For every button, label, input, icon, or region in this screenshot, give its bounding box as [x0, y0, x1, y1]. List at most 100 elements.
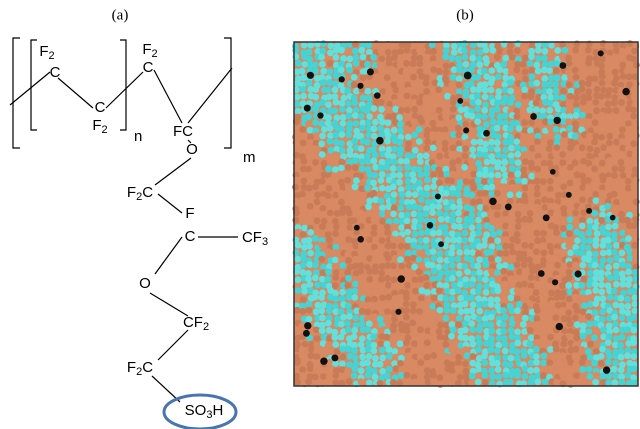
- particle: [318, 141, 325, 148]
- particle: [508, 327, 515, 334]
- particle: [502, 55, 509, 62]
- particle: [599, 190, 606, 197]
- particle: [481, 353, 488, 360]
- particle: [468, 157, 475, 164]
- ion: [304, 322, 311, 329]
- particle: [593, 126, 600, 133]
- particle: [619, 118, 626, 125]
- particle: [357, 268, 364, 275]
- particle: [546, 283, 553, 290]
- particle: [403, 60, 410, 67]
- particle: [592, 191, 599, 198]
- particle: [346, 48, 353, 55]
- particle: [442, 335, 449, 342]
- particle: [542, 99, 549, 106]
- particle: [600, 326, 607, 333]
- particle: [403, 294, 410, 301]
- particle: [495, 204, 502, 211]
- particle: [391, 342, 398, 349]
- particle: [418, 106, 425, 113]
- particle: [533, 80, 540, 87]
- particle: [500, 99, 507, 106]
- particle: [338, 321, 345, 328]
- particle: [624, 326, 631, 333]
- particle: [436, 210, 443, 217]
- particle: [397, 62, 404, 69]
- particle: [469, 326, 476, 333]
- particle: [593, 348, 600, 355]
- particle: [476, 256, 483, 263]
- particle: [351, 372, 358, 379]
- particle: [476, 151, 483, 158]
- particle: [579, 60, 586, 67]
- particle: [423, 80, 430, 87]
- particle: [300, 146, 307, 153]
- particle: [455, 191, 462, 198]
- particle: [514, 145, 521, 152]
- particle: [332, 151, 339, 158]
- particle: [456, 75, 463, 82]
- particle: [406, 276, 413, 283]
- particle: [585, 60, 592, 67]
- particle: [469, 281, 476, 288]
- particle: [423, 152, 430, 159]
- particle: [548, 42, 555, 49]
- particle: [482, 171, 489, 178]
- particle: [378, 99, 385, 106]
- particle: [359, 165, 366, 172]
- particle: [573, 74, 580, 81]
- particle: [535, 55, 542, 62]
- particle: [370, 54, 377, 61]
- particle: [429, 120, 436, 127]
- particle: [370, 105, 377, 112]
- particle: [520, 133, 527, 140]
- particle: [358, 243, 365, 250]
- particle: [474, 93, 481, 100]
- particle: [580, 308, 587, 315]
- panel-label: (b): [456, 7, 474, 23]
- particle: [599, 308, 606, 315]
- particle: [423, 170, 430, 177]
- particle: [507, 361, 514, 368]
- particle: [495, 342, 502, 349]
- particle: [462, 301, 469, 308]
- particle: [312, 119, 319, 126]
- particle: [399, 191, 406, 198]
- particle: [379, 171, 386, 178]
- particle: [391, 74, 398, 81]
- particle: [494, 296, 501, 303]
- particle: [514, 329, 521, 336]
- particle: [306, 301, 313, 308]
- particle: [533, 289, 540, 296]
- particle: [339, 295, 346, 302]
- particle: [398, 158, 405, 165]
- particle: [592, 379, 599, 386]
- particle: [455, 256, 462, 263]
- particle: [619, 250, 626, 257]
- particle: [612, 60, 619, 67]
- particle: [594, 86, 601, 93]
- particle: [449, 373, 456, 380]
- particle: [534, 230, 541, 237]
- particle: [392, 146, 399, 153]
- particle: [469, 224, 476, 231]
- particle: [566, 303, 573, 310]
- particle: [325, 269, 332, 276]
- particle: [468, 320, 475, 327]
- particle: [455, 125, 462, 132]
- particle: [585, 89, 592, 96]
- particle: [540, 327, 547, 334]
- particle: [357, 209, 364, 216]
- particle: [321, 126, 328, 133]
- particle: [500, 321, 507, 328]
- particle: [508, 61, 515, 68]
- particle: [513, 348, 520, 355]
- particle: [495, 275, 502, 282]
- particle: [345, 251, 352, 258]
- particle: [404, 74, 411, 81]
- particle: [542, 190, 549, 197]
- particle: [477, 183, 484, 190]
- particle: [442, 224, 449, 231]
- atom-label: C: [50, 64, 61, 81]
- particle: [600, 144, 607, 151]
